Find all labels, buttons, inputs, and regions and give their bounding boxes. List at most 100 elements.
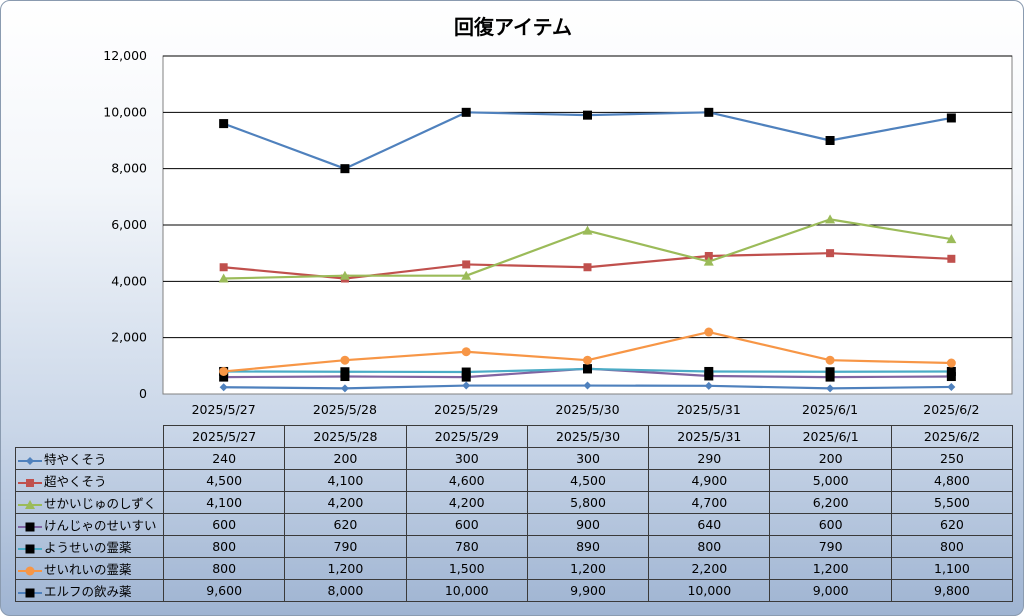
legend-key-marker <box>25 588 35 597</box>
table-cell: 300 <box>405 447 528 470</box>
data-point <box>462 381 471 390</box>
table-corner <box>15 425 164 448</box>
table-cell: 4,500 <box>162 469 286 492</box>
data-point <box>582 225 593 235</box>
table-cell: 1,200 <box>284 557 407 580</box>
legend-key <box>18 588 42 597</box>
table-cell: 200 <box>769 447 892 470</box>
legend-entry: 超やくそう <box>15 469 164 492</box>
table-cell: 4,200 <box>284 491 407 514</box>
table-cell: 200 <box>284 447 407 470</box>
table-column-header: 2025/6/2 <box>890 425 1014 448</box>
table-cell: 10,000 <box>405 579 528 602</box>
data-point <box>461 107 471 117</box>
y-tick-label: 0 <box>139 386 147 401</box>
table-cell: 600 <box>769 513 892 536</box>
table-cell: 600 <box>405 513 528 536</box>
table-cell: 4,500 <box>526 469 650 492</box>
table-cell: 790 <box>284 535 407 558</box>
data-point <box>826 384 835 393</box>
series-name: 超やくそう <box>44 474 107 489</box>
data-point <box>461 367 471 377</box>
legend-entry: せいれいの霊薬 <box>15 557 164 580</box>
table-cell: 9,800 <box>890 579 1014 602</box>
table-cell: 890 <box>526 535 650 558</box>
table-cell: 640 <box>648 513 771 536</box>
data-point <box>947 382 956 391</box>
data-point <box>826 249 835 258</box>
y-tick-label: 6,000 <box>111 217 147 232</box>
data-point <box>825 367 835 377</box>
legend-key <box>18 544 42 553</box>
table-row: ようせいの霊薬 800 790 780 890 800 790 800 <box>15 535 1014 558</box>
table-cell: 240 <box>162 447 286 470</box>
table-cell: 4,100 <box>162 491 286 514</box>
table-cell: 800 <box>890 535 1014 558</box>
data-point <box>219 372 229 382</box>
legend-key-marker <box>25 566 35 575</box>
table-cell: 4,600 <box>405 469 528 492</box>
data-point <box>947 254 956 263</box>
data-point <box>704 366 714 376</box>
data-point <box>946 366 956 376</box>
table-cell: 600 <box>162 513 286 536</box>
table-cell: 800 <box>648 535 771 558</box>
y-tick-label: 4,000 <box>111 273 147 288</box>
legend-entry: エルフの飲み薬 <box>15 579 164 602</box>
table-cell: 900 <box>526 513 650 536</box>
table-header-row: 2025/5/27 2025/5/28 2025/5/29 2025/5/30 2025… <box>15 425 1014 448</box>
data-point <box>583 110 592 120</box>
y-tick-label: 2,000 <box>111 330 147 345</box>
table-row: 特やくそう 240 200 300 300 290 200 250 <box>15 447 1014 470</box>
x-tick-label: 2025/6/1 <box>802 402 858 417</box>
table-cell: 8,000 <box>284 579 407 602</box>
data-point <box>583 355 592 365</box>
legend-key <box>18 499 42 509</box>
table-cell: 620 <box>284 513 407 536</box>
data-point <box>825 372 835 382</box>
series-name: けんじゃのせいすい <box>44 518 157 533</box>
table-column-header: 2025/5/30 <box>526 425 650 448</box>
table-cell: 4,800 <box>890 469 1014 492</box>
data-point <box>704 327 714 337</box>
table-cell: 9,900 <box>526 579 650 602</box>
data-point <box>340 367 350 377</box>
data-point <box>583 263 592 272</box>
table-cell: 790 <box>769 535 892 558</box>
data-point <box>218 273 229 283</box>
table-cell: 10,000 <box>648 579 771 602</box>
data-point <box>703 256 714 266</box>
legend-key-marker <box>25 499 35 509</box>
table-row: せいれいの霊薬 800 1,200 1,500 1,200 2,200 1,200 1,100 <box>15 557 1014 580</box>
series-name: 特やくそう <box>44 452 107 467</box>
data-point <box>462 260 471 269</box>
data-point <box>825 136 835 145</box>
table-cell: 5,000 <box>769 469 892 492</box>
data-point <box>583 364 592 374</box>
x-tick-label: 2025/5/29 <box>434 402 498 417</box>
table-cell: 800 <box>162 557 286 580</box>
table-cell: 4,100 <box>284 469 407 492</box>
data-point <box>946 358 956 368</box>
table-cell: 300 <box>526 447 650 470</box>
data-point <box>219 263 228 272</box>
table-row: けんじゃのせいすい 600 620 600 900 640 600 620 <box>15 513 1014 536</box>
legend-key-marker <box>25 544 35 553</box>
table-cell: 1,500 <box>405 557 528 580</box>
table-cell: 1,200 <box>526 557 650 580</box>
legend-key <box>18 478 42 487</box>
table-cell: 250 <box>890 447 1014 470</box>
table-column-header: 2025/5/28 <box>284 425 407 448</box>
data-point <box>461 372 471 382</box>
legend-key <box>18 456 42 465</box>
x-tick-label: 2025/5/31 <box>677 402 741 417</box>
table-cell: 9,000 <box>769 579 892 602</box>
legend-entry: せかいじゅのしずく <box>15 491 164 514</box>
x-tick-label: 2025/5/28 <box>313 402 377 417</box>
table-cell: 800 <box>162 535 286 558</box>
data-point <box>704 381 713 390</box>
data-point <box>946 234 957 244</box>
data-point <box>946 372 956 382</box>
legend-key <box>18 566 42 575</box>
series-name: せいれいの霊薬 <box>44 562 132 577</box>
